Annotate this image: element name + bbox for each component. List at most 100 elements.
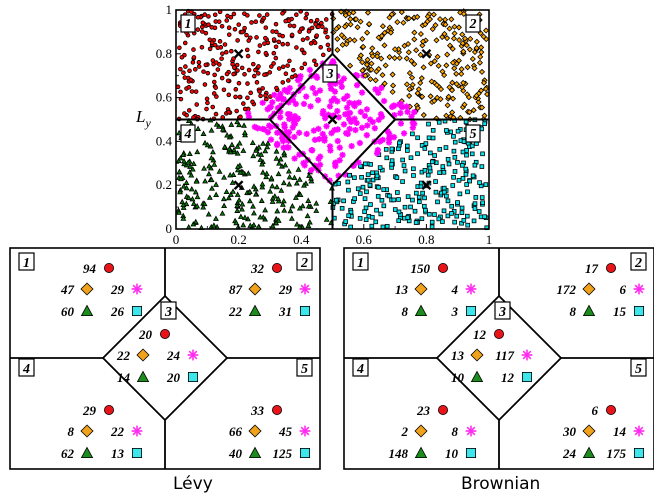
scatter-point [385, 135, 393, 142]
scatter-point [405, 40, 412, 48]
scatter-point [477, 53, 484, 60]
x-tick-label: 0.6 [356, 232, 373, 247]
scatter-point [200, 204, 207, 210]
scatter-point [479, 164, 485, 169]
diamond-marker [248, 424, 262, 438]
scatter-point [400, 179, 405, 184]
count-asterisk: 8 [452, 424, 459, 439]
scatter-point [296, 75, 303, 83]
scatter-point [219, 56, 224, 61]
scatter-point [429, 219, 435, 225]
scatter-point [481, 112, 488, 119]
count-diamond: 30 [562, 424, 577, 439]
scatter-point [379, 71, 386, 79]
y-tick-label: 1 [166, 2, 173, 17]
scatter-point [250, 99, 255, 105]
scatter-point [444, 193, 449, 199]
scatter-point [208, 154, 215, 161]
scatter-point [262, 206, 269, 213]
scatter-point [443, 145, 449, 150]
scatter-point [339, 205, 345, 211]
scatter-point [325, 34, 330, 40]
scatter-point [254, 125, 261, 132]
scatter-point [358, 89, 366, 96]
scatter-point [400, 157, 405, 163]
scatter-point [339, 151, 346, 159]
scatter-point [473, 195, 479, 200]
scatter-point [210, 104, 216, 110]
circle-marker [104, 404, 115, 415]
scatter-point [452, 139, 458, 145]
scatter-point [334, 35, 341, 43]
scatter-point [299, 202, 306, 209]
scatter-point [239, 206, 245, 212]
triangle-marker [414, 304, 428, 317]
scatter-point [315, 97, 322, 104]
scatter-point [185, 117, 192, 124]
scatter-point [280, 41, 286, 47]
scatter-point [400, 130, 408, 137]
scatter-point [287, 23, 293, 28]
scatter-point [236, 80, 242, 86]
scatter-point [352, 175, 357, 180]
scatter-point [255, 144, 262, 150]
svg-text:4: 4 [184, 127, 192, 142]
panel-boundary [164, 357, 228, 421]
scatter-point [404, 108, 411, 115]
scatter-point [343, 40, 350, 48]
scatter-point [263, 35, 268, 41]
scatter-point [361, 112, 369, 120]
scatter-point [215, 45, 221, 51]
scatter-point [409, 74, 416, 81]
scatter-point [341, 23, 349, 30]
scatter-point [444, 35, 451, 42]
scatter-point [226, 145, 233, 152]
scatter-point [464, 152, 469, 158]
scatter-point [246, 38, 252, 43]
scatter-point [338, 32, 345, 39]
scatter-point [199, 44, 205, 50]
scatter-point [440, 219, 445, 224]
scatter-point [290, 119, 297, 126]
scatter-point [233, 87, 239, 92]
scatter-point [285, 168, 292, 174]
scatter-point [190, 200, 197, 206]
svg-text:3: 3 [164, 305, 172, 320]
scatter-point [405, 215, 411, 220]
scatter-point [370, 170, 375, 176]
scatter-point [275, 217, 282, 223]
panel-region-4: 29 8 22 62 13 4 [18, 358, 143, 461]
square-marker [299, 305, 310, 316]
scatter-point [476, 209, 482, 214]
x-tick-label: 0.2 [230, 232, 246, 247]
scatter-point [351, 37, 358, 44]
scatter-point [478, 104, 486, 111]
scatter-point [273, 55, 279, 61]
scatter-point [465, 94, 472, 101]
scatter-point [341, 198, 346, 204]
diamond-marker [248, 282, 262, 296]
scatter-point [391, 46, 399, 53]
scatter-point [343, 104, 351, 111]
scatter-point [423, 141, 429, 146]
scatter-point [427, 60, 434, 67]
scatter-point [264, 12, 270, 17]
scatter-point [442, 189, 447, 195]
scatter-point [444, 128, 449, 133]
scatter-point [384, 223, 390, 229]
scatter-point [180, 151, 187, 157]
scatter-point [194, 193, 201, 200]
panel-region-1: 94 47 29 60 26 1 [18, 252, 143, 319]
scatter-point [473, 92, 480, 99]
scatter-point [305, 197, 312, 203]
scatter-point [234, 207, 241, 213]
scatter-point [282, 162, 289, 168]
scatter-point [259, 180, 266, 187]
scatter-point [232, 26, 238, 32]
count-circle: 33 [250, 403, 265, 418]
scatter-point [271, 91, 278, 99]
scatter-point [453, 80, 460, 88]
scatter-point [219, 75, 225, 81]
scatter-point [184, 112, 189, 118]
scatter-point [445, 213, 451, 219]
